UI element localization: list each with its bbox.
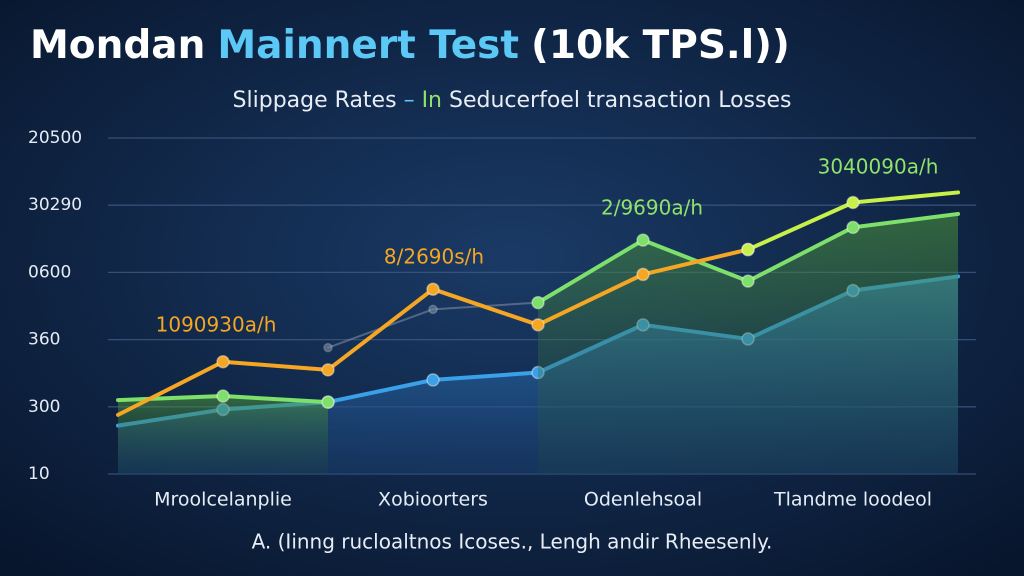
point bbox=[846, 220, 860, 235]
point bbox=[321, 395, 335, 409]
subtitle-part: Seducerfoel transaction Losses bbox=[449, 88, 791, 113]
y-tick-label: 20500 bbox=[28, 128, 82, 148]
area bbox=[118, 396, 328, 474]
point bbox=[426, 282, 440, 296]
y-tick-label: 300 bbox=[28, 397, 60, 417]
x-tick-label: Mroolcelanplie bbox=[154, 489, 292, 511]
chart-title: Mondan Mainnert Test (10k TPS.l)) bbox=[30, 23, 790, 68]
title-part: (10k TPS.l)) bbox=[531, 23, 790, 68]
title-part: Mondan bbox=[30, 23, 205, 68]
point bbox=[636, 233, 650, 247]
point bbox=[426, 373, 440, 387]
y-tick-label: 10 bbox=[28, 464, 50, 484]
x-tick-label: Odenlehsoal bbox=[584, 489, 702, 511]
subtitle-part: – bbox=[404, 88, 415, 113]
annotation: 3040090a/h bbox=[818, 155, 939, 179]
annotation: 2/9690a/h bbox=[601, 196, 703, 220]
title-part: Mainnert Test bbox=[217, 23, 519, 68]
y-tick-label: 0600 bbox=[28, 262, 71, 282]
plot-area: 10 300 360 0600 30290 20500 Mroolcelanplie Xobi… bbox=[28, 128, 976, 511]
annotation: 1090930a/h bbox=[156, 313, 277, 337]
point bbox=[216, 355, 230, 369]
point bbox=[741, 242, 755, 257]
subtitle-part: In bbox=[422, 88, 442, 113]
y-tick-label: 360 bbox=[28, 330, 60, 350]
annotation: 8/2690s/h bbox=[384, 245, 484, 269]
chart-subtitle: Slippage Rates – In Seducerfoel transaction… bbox=[233, 88, 792, 113]
subtitle-part: Slippage Rates bbox=[233, 88, 397, 113]
point bbox=[636, 267, 650, 282]
point bbox=[531, 295, 545, 310]
point bbox=[846, 195, 860, 210]
caption: A. (Iinng rucloaltnos Icoses., Lengh and… bbox=[252, 530, 773, 554]
point bbox=[216, 389, 230, 403]
x-tick-label: Tlandme loodeol bbox=[773, 489, 932, 511]
point bbox=[531, 318, 545, 332]
point bbox=[741, 274, 755, 288]
x-tick-label: Xobioorters bbox=[378, 489, 488, 511]
y-tick-label: 30290 bbox=[28, 195, 82, 215]
point bbox=[323, 342, 333, 353]
point bbox=[321, 363, 335, 377]
point bbox=[428, 304, 438, 315]
